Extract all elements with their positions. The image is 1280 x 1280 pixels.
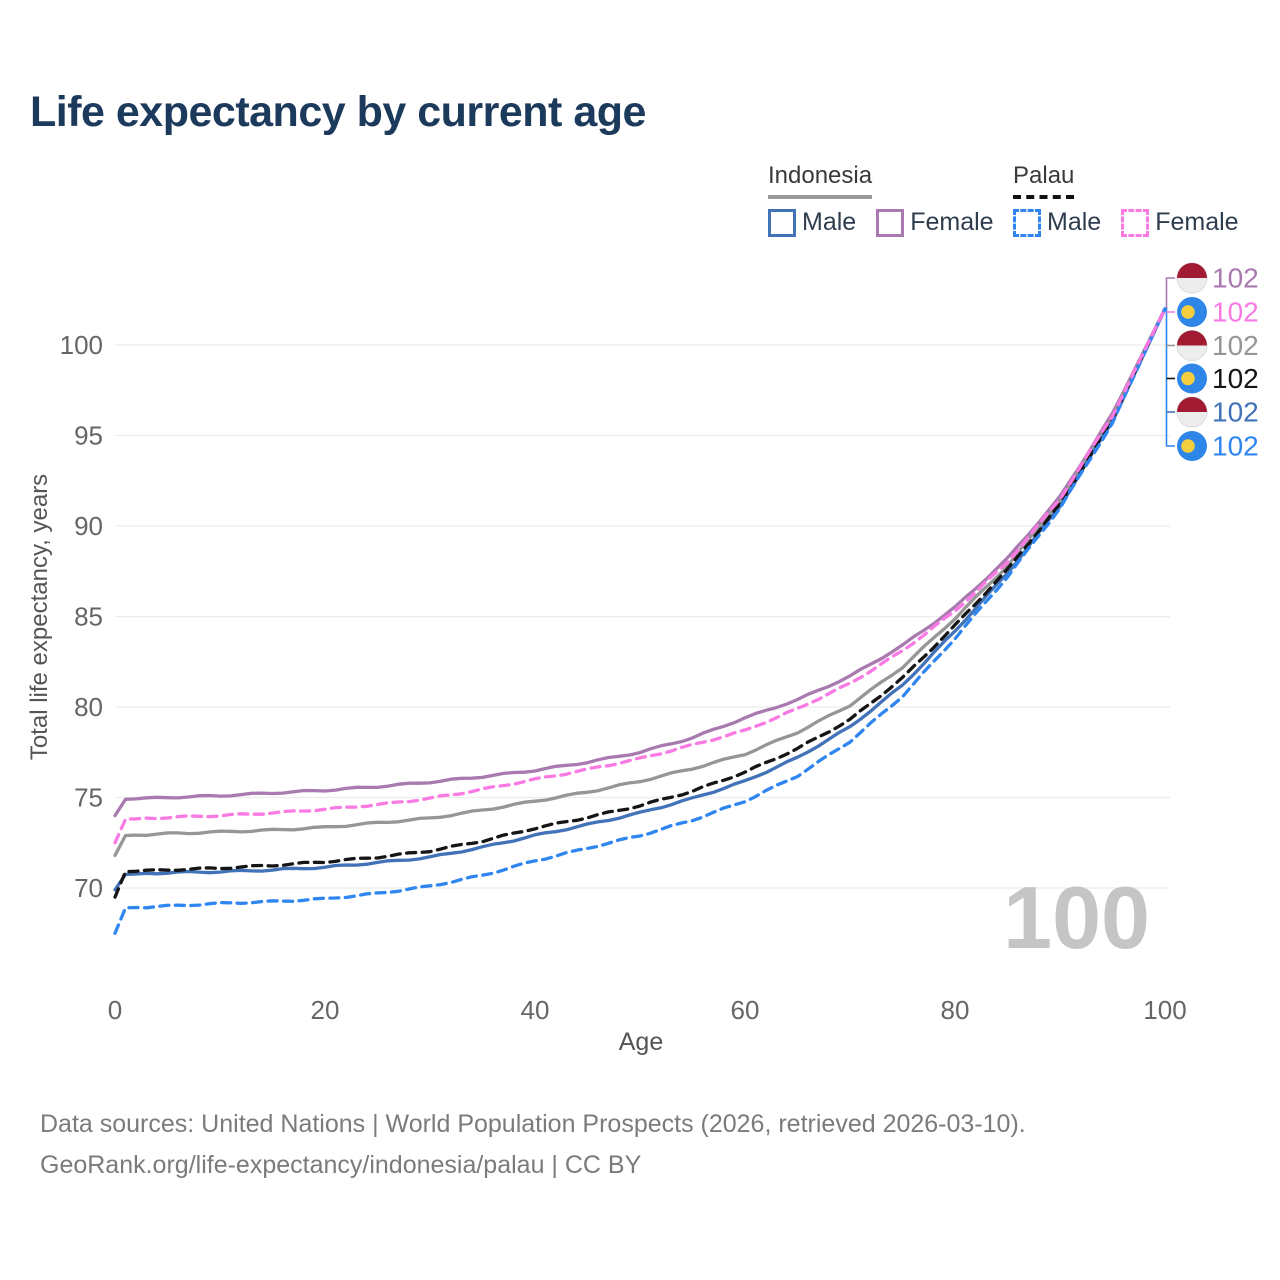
flag-moon: [1181, 371, 1195, 386]
flag-top-half: [1177, 330, 1207, 346]
series-line-indonesia-female[interactable]: [113, 307, 1167, 818]
series-line-indonesia-male[interactable]: [113, 307, 1167, 892]
x-tick-label: 100: [1143, 995, 1186, 1025]
series-line-indonesia-both-sexes[interactable]: [113, 307, 1167, 858]
x-tick-label: 60: [731, 995, 760, 1025]
end-value-label: 102: [1212, 297, 1259, 328]
legend-group-title-indonesia: Indonesia: [768, 162, 873, 199]
footer-attribution-line: GeoRank.org/life-expectancy/indonesia/pa…: [40, 1151, 642, 1179]
palau-female-swatch-icon: [1121, 208, 1150, 237]
legend-group-indonesia: Indonesia Male Female: [768, 162, 1014, 237]
series-line-palau-female[interactable]: [113, 307, 1167, 845]
legend-item-palau-female[interactable]: Female: [1121, 208, 1239, 237]
series-line-palau-male[interactable]: [113, 307, 1167, 935]
end-value-label: 102: [1212, 363, 1259, 394]
x-axis: 0 20 40 60 80 100 Age: [108, 995, 1187, 1056]
y-tick-label: 95: [74, 421, 103, 451]
legend-items-indonesia: Male Female: [768, 208, 1014, 237]
indonesia-male-swatch-icon: [768, 208, 796, 237]
palau-flag-icon: [1177, 363, 1207, 394]
indonesia-flag-icon: [1176, 396, 1208, 428]
flag-moon: [1181, 305, 1195, 319]
end-value-label: 102: [1212, 431, 1259, 462]
end-value-label: 102: [1212, 263, 1259, 294]
watermark-label: 100: [1003, 868, 1150, 967]
leader-line: [1165, 277, 1175, 310]
legend-item-indonesia-male[interactable]: Male: [768, 208, 856, 237]
flag-top-half: [1177, 263, 1207, 278]
y-axis: 70 75 80 85 90 95 100 Total life expectancy, ye…: [26, 330, 103, 903]
page-title: Life expectancy by current age: [30, 88, 646, 136]
y-tick-label: 85: [74, 602, 103, 632]
y-axis-title: Total life expectancy, years: [26, 474, 53, 760]
legend-item-palau-male[interactable]: Male: [1013, 208, 1101, 237]
palau-flag-icon: [1177, 297, 1207, 327]
leader-line: [1165, 308, 1175, 447]
end-value-label: 102: [1212, 330, 1259, 361]
legend-item-label: Male: [802, 208, 857, 236]
legend-item-label: Male: [1047, 208, 1102, 236]
y-tick-label: 75: [74, 783, 103, 813]
x-tick-label: 80: [941, 995, 970, 1025]
flag-moon: [1181, 439, 1195, 453]
y-tick-label: 70: [74, 873, 103, 903]
footer: Data sources: United Nations | World Pop…: [40, 1104, 1026, 1186]
indonesia-female-swatch-icon: [876, 208, 905, 237]
x-tick-label: 40: [521, 995, 550, 1025]
legend-group-title-palau: Palau: [1013, 162, 1075, 199]
indonesia-flag-icon: [1176, 330, 1208, 361]
y-tick-label: 80: [74, 692, 103, 722]
x-tick-label: 0: [108, 995, 122, 1025]
gridlines: [115, 344, 1170, 889]
series-lines: [113, 307, 1167, 935]
footer-sources-line: Data sources: United Nations | World Pop…: [40, 1110, 1026, 1138]
x-axis-title: Age: [619, 1028, 663, 1056]
legend-item-indonesia-female[interactable]: Female: [876, 208, 994, 237]
y-tick-label: 90: [74, 511, 103, 541]
x-tick-label: 20: [311, 995, 340, 1025]
palau-male-swatch-icon: [1013, 208, 1041, 237]
y-tick-label: 100: [60, 330, 103, 360]
series-line-palau-both-sexes[interactable]: [113, 307, 1167, 899]
end-value-label: 102: [1212, 397, 1259, 428]
palau-flag-icon: [1177, 431, 1207, 461]
legend-item-label: Female: [1155, 208, 1239, 236]
legend-item-label: Female: [910, 208, 994, 236]
flag-top-half: [1177, 397, 1207, 412]
legend-group-palau: Palau Male Female: [1013, 162, 1259, 237]
legend-items-palau: Male Female: [1013, 208, 1259, 237]
indonesia-flag-icon: [1176, 262, 1208, 294]
